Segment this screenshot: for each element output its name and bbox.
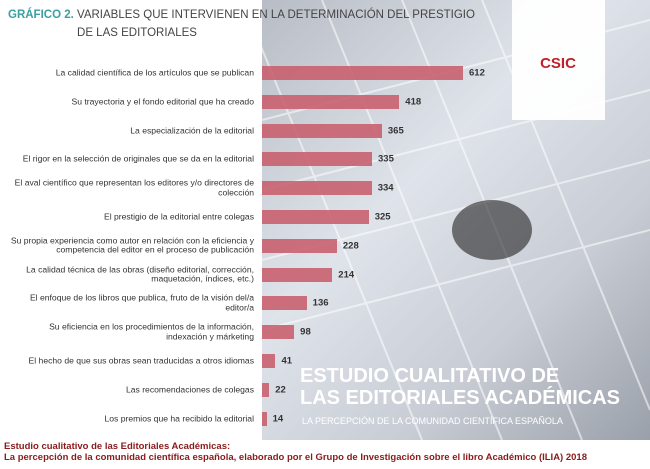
source-line: Estudio cualitativo de las Editoriales A…	[4, 441, 231, 452]
category-label: Las recomendaciones de colegas	[125, 384, 254, 395]
category-label: El enfoque de los libros que publica, fr…	[29, 292, 254, 313]
title-block: GRÁFICO 2. VARIABLES QUE INTERVIENEN EN …	[8, 6, 508, 42]
bar	[262, 382, 270, 397]
value-label: 365	[387, 125, 404, 137]
cover-title: LAS EDITORIALES ACADÉMICAS	[300, 386, 620, 409]
bar	[262, 181, 372, 196]
value-label: 228	[342, 240, 359, 252]
category-label: La calidad científica de los artículos q…	[55, 67, 254, 78]
bar	[262, 267, 333, 282]
category-label: El rigor en la selección de originales q…	[22, 153, 254, 164]
value-label: 214	[338, 269, 355, 281]
cover-subtitle: LA PERCEPCIÓN DE LA COMUNIDAD CIENTÍFICA…	[302, 416, 563, 426]
category-label: El hecho de que sus obras sean traducida…	[28, 355, 254, 366]
title-number: GRÁFICO 2.	[8, 9, 74, 21]
category-label: El prestigio de la editorial entre coleg…	[103, 211, 254, 222]
category-label: La especialización de la editorial	[130, 124, 254, 135]
bar	[262, 123, 382, 138]
bar	[262, 411, 267, 426]
bar	[262, 152, 373, 167]
value-label: 334	[377, 182, 394, 194]
cover-title: ESTUDIO CUALITATIVO DE	[300, 365, 559, 387]
category-label: Su eficiencia en los procedimientos de l…	[49, 321, 254, 342]
bar	[262, 210, 369, 224]
bar	[262, 238, 337, 253]
source: Estudio cualitativo de las Editoriales A…	[4, 441, 587, 463]
value-label: 14	[272, 413, 284, 425]
category-label: El aval científico que representan los e…	[14, 177, 254, 198]
value-label: 98	[300, 326, 311, 338]
bar	[262, 325, 295, 340]
bar	[262, 296, 307, 311]
category-label: Su propia experiencia como autor en rela…	[10, 235, 254, 255]
category-label: Los premios que ha recibido la editorial	[104, 412, 254, 423]
logo: CSIC	[540, 55, 576, 72]
bar	[262, 94, 400, 109]
value-label: 41	[281, 355, 293, 367]
chart-title: VARIABLES QUE INTERVIENEN EN LA DETERMIN…	[77, 9, 475, 39]
value-label: 418	[405, 96, 422, 108]
value-label: 136	[312, 297, 329, 309]
bar	[262, 354, 276, 368]
value-label: 335	[378, 153, 394, 165]
bar	[262, 66, 463, 80]
source-line: La percepción de la comunidad científica…	[4, 452, 587, 463]
category-label: Su trayectoria y el fondo editorial que …	[71, 96, 255, 107]
category-label: La calidad técnica de las obras (diseño …	[26, 264, 254, 284]
value-label: 325	[374, 211, 391, 223]
value-label: 612	[469, 67, 485, 79]
value-label: 22	[275, 384, 286, 396]
